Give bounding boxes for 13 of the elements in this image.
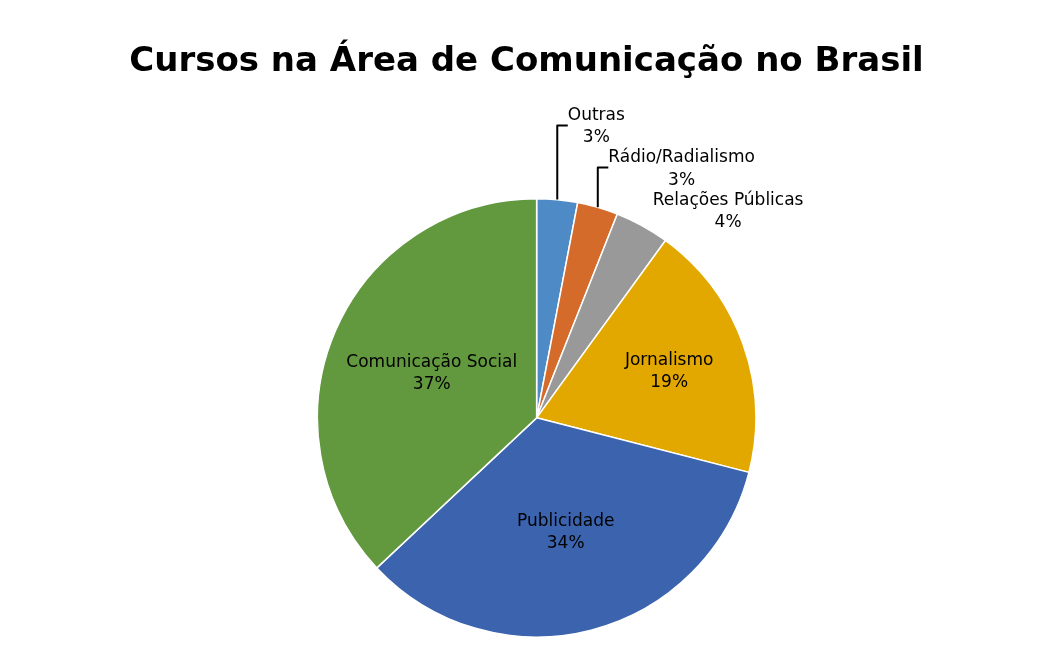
slice-label: Publicidade — [516, 509, 615, 530]
slice-label: Rádio/Radialismo — [608, 146, 755, 167]
slice-label: Jornalismo — [623, 349, 714, 370]
data-label: 37% — [412, 373, 451, 394]
slice-label: Comunicação Social — [346, 351, 518, 372]
slice-label: Outras — [567, 104, 626, 125]
data-label: 3% — [582, 126, 610, 147]
chart-title: Cursos na Área de Comunicação no Brasil — [129, 38, 924, 79]
slice-label: Relações Públicas — [652, 188, 804, 209]
data-label: 4% — [714, 210, 742, 231]
data-label: 34% — [546, 532, 585, 553]
data-label: 19% — [650, 371, 689, 392]
data-label: 3% — [668, 168, 696, 189]
